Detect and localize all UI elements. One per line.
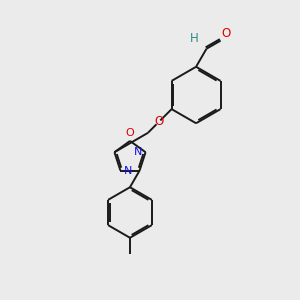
Text: H: H — [189, 32, 198, 45]
Text: O: O — [126, 128, 134, 138]
Text: N: N — [134, 147, 142, 157]
Text: O: O — [222, 27, 231, 40]
Text: O: O — [155, 115, 164, 128]
Text: N: N — [124, 166, 132, 176]
